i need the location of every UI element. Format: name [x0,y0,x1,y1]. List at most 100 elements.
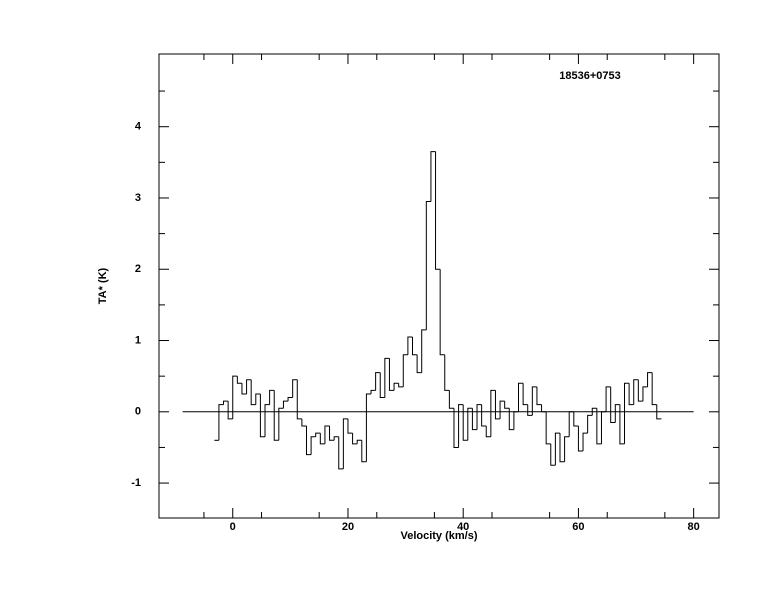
spectrum-step [494,390,501,420]
y-tick-label: 4 [135,121,142,133]
spectrum-step [425,201,431,330]
spectrum-step [370,389,376,394]
spectrum-step [287,397,293,402]
spectrum-step [485,426,491,438]
x-tick-label: 60 [572,521,584,533]
spectrum-step [379,372,385,399]
spectrum-step [467,407,473,441]
plot-frame [158,53,720,519]
x-tick-label: 40 [457,521,469,533]
spectrum-step [600,411,607,444]
spectrum-step [550,443,556,466]
spectrum-step [527,404,533,416]
spectrum-step [518,382,524,412]
spectrum-step [610,386,616,423]
x-axis-label: Velocity (km/s) [400,530,477,542]
y-tick-label: 2 [135,263,141,275]
spectrum-step [236,376,242,384]
y-axis-label: TA* (K) [97,267,109,304]
spectrum-step [430,151,436,202]
x-tick-label: 0 [230,521,236,533]
spectrum-step [633,379,639,405]
spectrum-step [448,390,454,409]
spectrum-step [227,401,233,420]
spectrum-step [504,401,510,409]
x-tick-label: 80 [688,521,700,533]
x-tick-label: 20 [342,521,354,533]
y-tick-label: -1 [131,477,141,489]
spectrum-step [246,379,252,394]
spectrum-step [453,408,459,448]
spectrum-step [508,408,514,431]
spectrum-step [624,382,630,444]
spectrum-step [296,379,302,420]
spectrum-step [342,418,348,469]
spectrum-step [255,393,261,405]
spectrum-step [536,386,542,406]
spectrum-step [564,436,570,462]
y-tick-label: 0 [135,406,141,418]
spectrum-step [250,379,256,406]
spectrum-step [614,404,620,423]
spectrum-step [628,383,634,406]
spectrum-step [329,426,335,441]
spectrum-step [481,404,487,427]
spectrum-step [513,411,519,430]
spectrum-step [375,372,381,391]
spectrum-step [305,426,312,456]
spectrum-step [637,379,643,402]
spectrum-step [439,269,445,356]
spectrum-step [554,432,560,466]
spectrum-step [416,354,422,374]
spectrum-step [388,358,395,391]
spectrum-step [269,389,275,405]
spectrum-step [619,404,625,445]
spectrum-step [398,383,404,388]
spectrum-step [522,383,528,406]
spectrum-step [273,390,279,441]
spectrum-step [647,372,653,387]
spectrum-step [259,393,266,438]
spectrum-step [315,432,321,437]
spectrum-step [462,404,468,441]
spectrum-step [384,357,390,398]
spectrum-step [223,400,229,405]
spectrum-step [310,436,316,455]
spectrum-step [421,329,427,373]
spectrum-step [541,404,547,413]
spectrum-step [568,411,574,437]
spectrum-step [471,408,478,431]
spectrum-step [656,404,662,420]
spectrum-step [361,440,367,463]
spectrum-step [333,436,339,441]
spectrum-step [282,400,289,409]
spectrum-step [365,393,372,462]
spectrum-step [444,354,450,391]
spectrum-step [356,439,362,444]
spectrum-step [490,389,496,437]
spectrum-step [241,383,247,395]
spectrum-step [301,418,307,427]
spectrum-step [573,411,579,427]
spectrum-step [393,382,399,391]
spectrum-step [591,407,597,416]
spectrum-step [582,432,588,452]
chart-title: 18536+0753 [559,70,620,82]
spectrum-step [407,336,413,355]
spectrum-step [545,411,551,445]
spectrum-step [347,418,353,434]
spectrum-step [499,400,505,419]
spectrum-step [458,404,464,448]
spectrum-step [319,433,325,445]
spectrum-step [587,414,593,434]
spectrum-step [435,151,441,270]
spectrum-step [264,404,270,437]
spectrum-step [278,407,284,441]
y-tick-label: 1 [135,334,141,346]
spectrum-step [324,425,330,444]
spectrum-step [218,404,224,441]
spectrum-step [596,408,602,445]
spectrum-step [411,336,418,356]
spectrum-step [642,386,648,402]
